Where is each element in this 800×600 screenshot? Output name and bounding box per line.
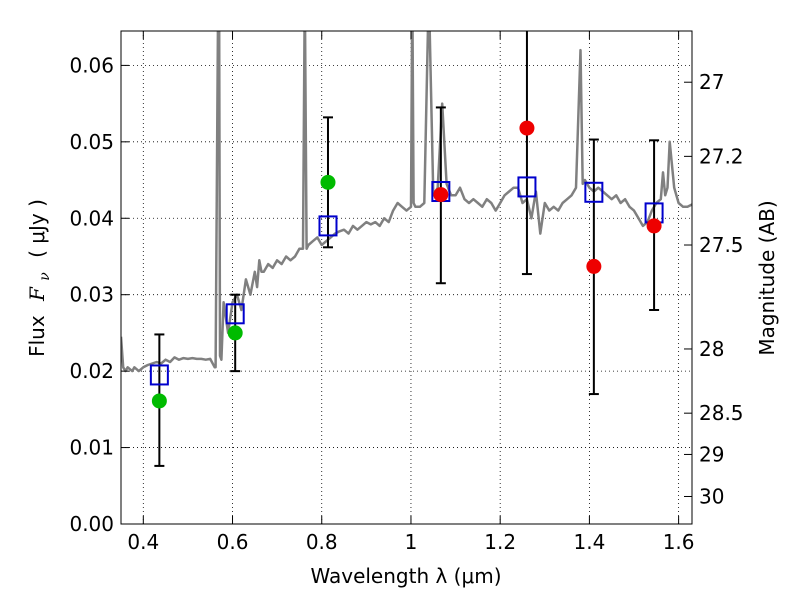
y-tick-label: 0.01: [69, 436, 114, 460]
y-axis-label-subscript: ν: [37, 272, 53, 281]
observed-dot-layer: [151, 120, 662, 409]
x-tick-label: 1.2: [484, 530, 516, 554]
observed-flux-point: [320, 174, 336, 190]
x-tick-label: 0.4: [127, 530, 159, 554]
svg-text:Flux F ν ( μ: Flux F ν ( μJy ): [25, 199, 54, 357]
y-axis-label-prefix: Flux: [25, 315, 49, 357]
model-square-layer: [149, 176, 664, 386]
right-tick-label: 27: [699, 70, 724, 94]
right-tick-label: 27.5: [699, 233, 744, 257]
model-flux-square: [517, 176, 537, 198]
observed-flux-point: [151, 393, 167, 409]
model-flux-square: [149, 364, 169, 386]
y-axis-label-symbol: F: [25, 286, 49, 302]
x-tick-label: 1.6: [663, 530, 695, 554]
model-flux-square: [318, 215, 338, 237]
x-tick-label: 1: [405, 530, 418, 554]
y-tick-label: 0.06: [69, 53, 114, 77]
observed-flux-point: [227, 325, 243, 341]
y-tick-label: 0.02: [69, 359, 114, 383]
right-axis-label: Magnitude (AB): [755, 200, 779, 355]
y-tick-label: 0.03: [69, 283, 114, 307]
x-tick-label: 0.6: [217, 530, 249, 554]
y-axis-label: Flux F ν ( μJy ): [25, 199, 54, 357]
right-tick-label: 28: [699, 337, 724, 361]
tick-labels: 0.4 0.6 0.8 1 1.2 1.4 1.6 0.00 0.01 0.02 0.03 0.04 0…: [69, 53, 743, 554]
x-tick-label: 1.4: [573, 530, 605, 554]
observed-flux-point: [646, 218, 662, 234]
ticks: [121, 31, 692, 525]
y-axis-label-units: ( μJy ): [25, 199, 49, 258]
right-tick-label: 30: [699, 484, 724, 508]
plot-frame: [120, 30, 693, 525]
observed-flux-point: [433, 187, 449, 203]
right-tick-label: 29: [699, 442, 724, 466]
observed-flux-point: [586, 258, 602, 274]
model-flux-square: [225, 303, 245, 325]
x-axis-label: Wavelength λ (μm): [310, 564, 501, 588]
x-tick-label: 0.8: [306, 530, 338, 554]
y-tick-label: 0.00: [69, 512, 114, 536]
y-tick-label: 0.04: [69, 206, 114, 230]
right-tick-label: 27.2: [699, 144, 744, 168]
observed-flux-point: [519, 120, 535, 136]
right-tick-label: 28.5: [699, 401, 744, 425]
y-tick-label: 0.05: [69, 130, 114, 154]
model-flux-square: [584, 181, 604, 203]
